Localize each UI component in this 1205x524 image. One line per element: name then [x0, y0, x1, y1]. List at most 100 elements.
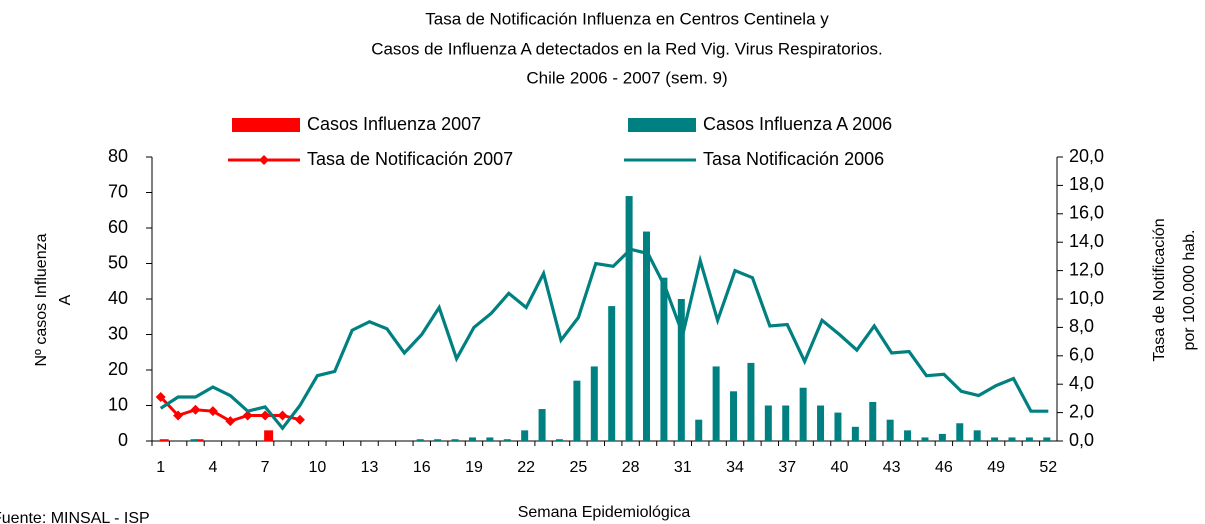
- marker: [225, 416, 236, 427]
- y2-tick-label: 2,0: [1069, 401, 1094, 421]
- marker: [260, 410, 271, 421]
- chart-title: Chile 2006 - 2007 (sem. 9): [526, 68, 727, 87]
- y-axis-label: Nº casos Influenza: [33, 233, 50, 366]
- y2-tick-label: 6,0: [1069, 345, 1094, 365]
- chart-title: Casos de Influenza A detectados en la Re…: [371, 39, 883, 58]
- bar: [573, 380, 581, 441]
- y2-axis-label: Tasa de Notificación: [1151, 218, 1168, 361]
- bar: [834, 412, 842, 441]
- chart-title: Tasa de Notificación Influenza en Centro…: [425, 9, 829, 28]
- bar: [904, 430, 912, 441]
- x-tick-label: 28: [622, 459, 640, 476]
- bar: [590, 366, 598, 441]
- x-tick-label: 7: [261, 459, 270, 476]
- legend-marker: [259, 155, 269, 165]
- bar: [799, 387, 807, 441]
- legend-swatch: [232, 118, 300, 132]
- y2-tick-label: 20,0: [1069, 146, 1104, 166]
- marker: [277, 410, 288, 421]
- marker: [190, 404, 201, 415]
- bar: [159, 439, 169, 441]
- legend-label: Tasa Notificación 2006: [703, 149, 884, 169]
- x-tick-label: 22: [517, 459, 535, 476]
- y-axis-label: A: [57, 294, 74, 305]
- y2-tick-label: 18,0: [1069, 174, 1104, 194]
- bar: [264, 430, 274, 441]
- line: [159, 247, 1049, 431]
- legend-label: Casos Influenza 2007: [307, 114, 481, 134]
- y-tick-label: 50: [108, 252, 128, 272]
- marker: [173, 410, 184, 421]
- bar: [712, 366, 720, 441]
- x-axis-label: Semana Epidemiológica: [518, 504, 691, 521]
- bar: [1043, 437, 1051, 441]
- bar: [434, 439, 442, 441]
- bar: [973, 430, 981, 441]
- x-tick-label: 49: [987, 459, 1005, 476]
- y-tick-label: 0: [118, 430, 128, 450]
- bar: [194, 439, 204, 441]
- y-tick-label: 70: [108, 181, 128, 201]
- source-note: Fuente: MINSAL - ISP: [0, 510, 150, 524]
- marker: [155, 391, 166, 402]
- x-tick-label: 43: [883, 459, 901, 476]
- y2-tick-label: 12,0: [1069, 259, 1104, 279]
- x-tick-label: 34: [726, 459, 744, 476]
- x-tick-label: 40: [831, 459, 849, 476]
- bar: [991, 437, 999, 441]
- y-tick-label: 10: [108, 394, 128, 414]
- bar: [782, 405, 790, 441]
- marker: [294, 414, 305, 425]
- bar: [938, 433, 946, 441]
- x-tick-label: 10: [308, 459, 326, 476]
- bar: [921, 437, 929, 441]
- bar: [190, 439, 198, 441]
- y2-tick-label: 4,0: [1069, 373, 1094, 393]
- bar: [416, 439, 424, 441]
- bar: [956, 423, 964, 441]
- y-tick-label: 60: [108, 217, 128, 237]
- x-tick-label: 37: [778, 459, 796, 476]
- x-tick-label: 13: [361, 459, 379, 476]
- x-tick-label: 25: [569, 459, 587, 476]
- x-tick-label: 19: [465, 459, 483, 476]
- bar: [677, 299, 685, 441]
- x-tick-label: 16: [413, 459, 431, 476]
- y2-tick-label: 10,0: [1069, 288, 1104, 308]
- x-tick-label: 4: [208, 459, 217, 476]
- bar: [886, 419, 894, 441]
- y2-tick-label: 14,0: [1069, 231, 1104, 251]
- bar: [451, 439, 459, 441]
- bar: [851, 426, 859, 441]
- marker: [207, 406, 218, 417]
- y-tick-label: 20: [108, 359, 128, 379]
- bar: [764, 405, 772, 441]
- legend-swatch: [628, 118, 696, 132]
- bar: [1008, 437, 1016, 441]
- y-tick-label: 40: [108, 288, 128, 308]
- bar: [695, 419, 703, 441]
- bar: [555, 439, 563, 441]
- y-tick-label: 80: [108, 146, 128, 166]
- marker: [242, 410, 253, 421]
- bar: [625, 196, 633, 441]
- y2-tick-label: 8,0: [1069, 316, 1094, 336]
- bar: [521, 430, 529, 441]
- bar: [503, 439, 511, 441]
- y-tick-label: 30: [108, 323, 128, 343]
- bar: [1025, 437, 1033, 441]
- bar: [538, 409, 546, 441]
- bar: [869, 401, 877, 441]
- bar: [747, 362, 755, 441]
- x-tick-label: 46: [935, 459, 953, 476]
- legend-label: Casos Influenza A 2006: [703, 114, 892, 134]
- bar: [468, 437, 476, 441]
- x-tick-label: 1: [156, 459, 165, 476]
- x-tick-label: 52: [1039, 459, 1057, 476]
- bar: [730, 391, 738, 441]
- y2-tick-label: 16,0: [1069, 203, 1104, 223]
- y2-axis-label: por 100.000 hab.: [1181, 230, 1198, 351]
- bar: [486, 437, 494, 441]
- bar: [817, 405, 825, 441]
